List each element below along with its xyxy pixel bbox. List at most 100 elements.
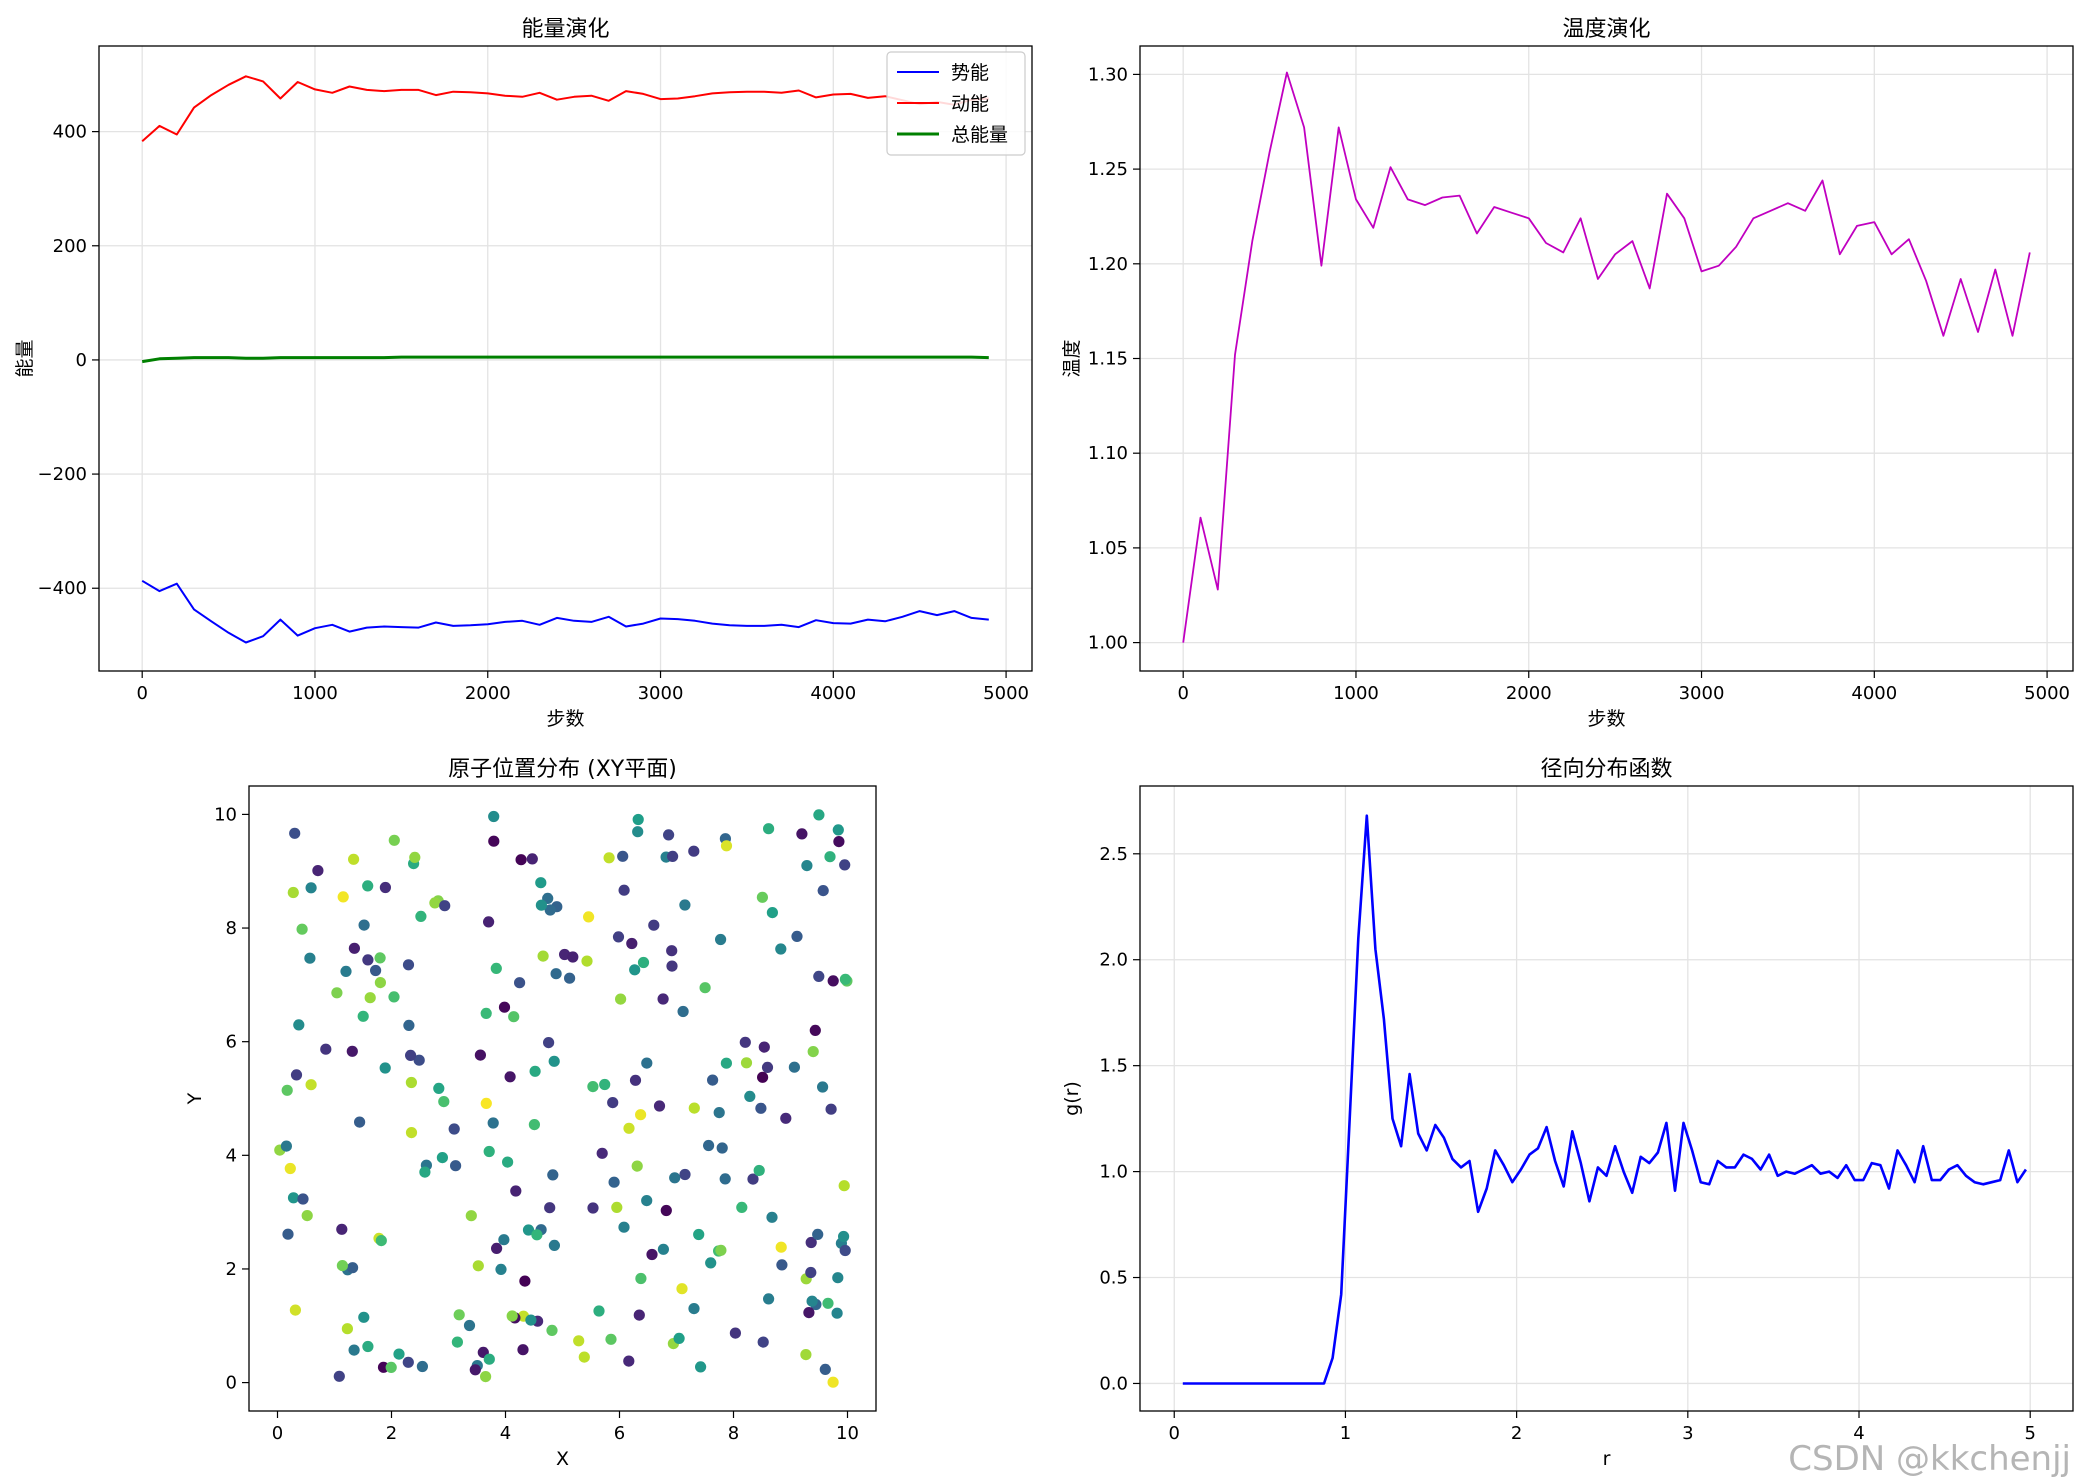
chart-title: 径向分布函数	[1540, 757, 1672, 782]
scatter-point	[788, 1061, 801, 1073]
x-tick-label: 3000	[638, 683, 684, 704]
scatter-point	[657, 993, 669, 1005]
scatter-point	[362, 880, 374, 892]
y-tick-label: 1.0	[1099, 1162, 1128, 1183]
scatter-point	[290, 1069, 303, 1081]
y-axis-label: 温度	[1061, 339, 1083, 377]
watermark: CSDN @kkchenjj	[1788, 1439, 2071, 1479]
scatter-point	[280, 1140, 292, 1152]
legend-label: 总能量	[951, 124, 1008, 146]
scatter-point	[629, 964, 641, 976]
scatter-point	[296, 923, 308, 935]
scatter-point	[657, 1243, 670, 1255]
scatter-point	[578, 1351, 590, 1363]
scatter-point	[336, 1223, 348, 1235]
scatter-point	[763, 1293, 775, 1305]
scatter-point	[362, 954, 374, 966]
scatter-point	[824, 851, 836, 863]
legend-label: 动能	[951, 93, 989, 115]
scatter-point	[374, 977, 386, 989]
scatter-point	[436, 1152, 448, 1164]
scatter-point	[347, 1262, 359, 1274]
scatter-point	[550, 968, 562, 980]
y-tick-label: 8	[226, 918, 237, 939]
scatter-point	[632, 813, 644, 826]
scatter-point	[607, 1097, 619, 1109]
scatter-point	[374, 952, 386, 964]
scatter-point	[599, 1078, 611, 1091]
scatter-point	[451, 1336, 463, 1348]
scatter-point	[535, 899, 548, 911]
scatter-point	[720, 1057, 733, 1069]
y-tick-label: 400	[53, 122, 87, 143]
scatter-point	[544, 1202, 556, 1214]
scatter-point	[405, 1049, 417, 1061]
scatter-point	[282, 1228, 294, 1240]
scatter-point	[827, 1376, 839, 1388]
scatter-point	[346, 1045, 358, 1057]
x-tick-label: 3	[1682, 1423, 1693, 1444]
x-tick-label: 4	[1853, 1423, 1864, 1444]
scatter-point	[320, 1043, 332, 1055]
scatter-point	[641, 1057, 653, 1069]
scatter-point	[519, 1275, 531, 1287]
scatter-point	[337, 891, 349, 903]
scatter-point	[780, 1112, 792, 1124]
scatter-point	[839, 973, 852, 985]
scatter-point	[839, 1244, 851, 1257]
scatter-point	[667, 850, 679, 863]
scatter-point	[510, 1185, 522, 1197]
scatter-point	[370, 964, 382, 977]
scatter-point	[803, 1307, 815, 1319]
scatter-point	[415, 910, 427, 923]
scatter-point	[287, 1192, 300, 1204]
scatter-point	[805, 1266, 817, 1279]
scatter-point	[289, 1304, 301, 1316]
scatter-point	[805, 1236, 817, 1249]
x-tick-label: 5	[2024, 1423, 2035, 1444]
scatter-point	[287, 886, 299, 899]
scatter-point	[832, 824, 844, 836]
scatter-point	[515, 854, 527, 866]
x-tick-label: 0	[136, 683, 147, 704]
scatter-point	[528, 1119, 541, 1131]
scatter-point	[480, 1097, 492, 1109]
scatter-point	[581, 955, 593, 967]
chart-temperature: 0 1000 2000 3000 4000 5000 1.00 1.05 1.10 1.15 1.2…	[1061, 17, 2074, 730]
scatter-point	[605, 1333, 617, 1345]
scatter-point	[631, 1160, 643, 1172]
scatter-point	[715, 933, 727, 946]
scatter-point	[413, 1054, 425, 1066]
y-tick-label: 2.5	[1099, 844, 1128, 865]
scatter-point	[593, 1305, 605, 1317]
scatter-point	[433, 1082, 445, 1094]
y-tick-label: −200	[38, 464, 87, 485]
scatter-point	[480, 1371, 492, 1383]
scatter-point	[504, 1071, 516, 1083]
scatter-point	[635, 1272, 647, 1285]
scatter-point	[529, 1065, 541, 1077]
scatter-point	[705, 1257, 717, 1269]
scatter-point	[463, 1319, 476, 1332]
scatter-point	[587, 1202, 599, 1214]
scatter-point	[537, 950, 549, 962]
scatter-point	[766, 1211, 778, 1223]
scatter-point	[775, 1241, 787, 1253]
scatter-point	[375, 1235, 387, 1247]
scatter-point	[693, 1228, 705, 1241]
plot-frame	[248, 785, 877, 1412]
scatter-point	[357, 1010, 369, 1022]
x-tick-label: 4000	[810, 683, 856, 704]
scatter-point	[573, 1335, 585, 1347]
scatter-point	[336, 1260, 348, 1272]
y-axis-label: g(r)	[1061, 1081, 1083, 1116]
scatter-point	[632, 826, 644, 838]
scatter-point	[766, 907, 779, 919]
scatter-point	[403, 1019, 415, 1031]
scatter-point	[666, 960, 678, 972]
scatter-point	[564, 972, 576, 984]
x-tick-label: 2000	[465, 683, 511, 704]
scatter-point	[608, 1176, 620, 1188]
x-tick-label: 2000	[1506, 683, 1552, 704]
scatter-point	[525, 1314, 537, 1326]
